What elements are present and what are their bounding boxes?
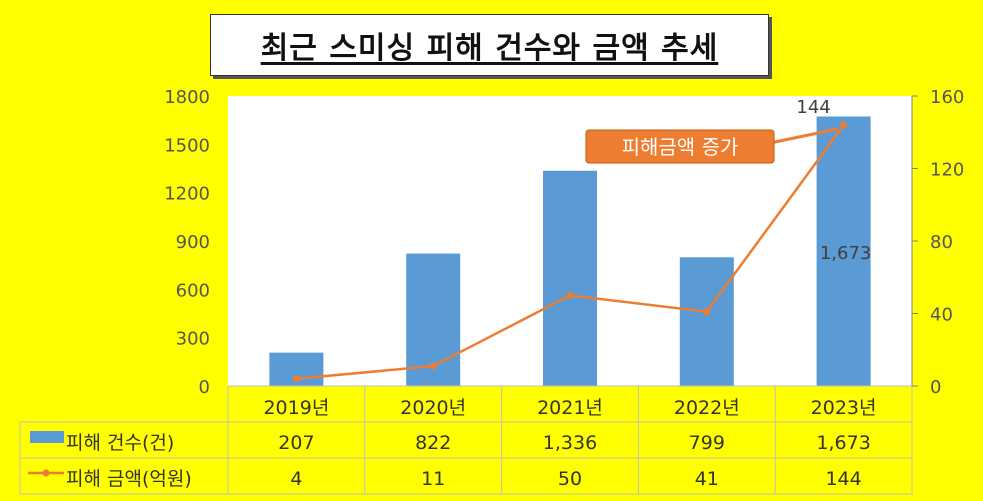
y-left-tick-label: 300 [176,329,210,350]
x-tick-label: 2019년 [263,397,329,419]
chart-title: 최근 스미싱 피해 건수와 금액 추세 [260,31,719,66]
amount-point [566,291,574,299]
bar [543,170,597,386]
table-cell-amount: 50 [558,468,582,490]
callout-text: 피해금액 증가 [622,135,739,159]
legend-key-marker [42,469,50,477]
table-cell-amount: 11 [421,468,445,490]
y-right-tick-label: 160 [930,87,964,108]
table-cell-count: 207 [278,432,314,454]
count-data-label: 1,673 [820,243,872,264]
amount-point [703,308,711,316]
chart-title-box: 최근 스미싱 피해 건수와 금액 추세 [210,14,769,76]
x-tick-label: 2023년 [811,397,877,419]
callout-box [585,129,775,164]
table-cell-count: 822 [415,432,451,454]
y-right-tick-label: 80 [930,232,953,253]
bar [816,116,871,386]
table-cell-amount: 41 [695,468,719,490]
legend-key-bar [30,431,64,443]
table-cell-count: 1,673 [816,432,870,454]
x-tick-label: 2020년 [400,397,466,419]
table-cell-amount: 144 [825,468,861,490]
y-left-tick-label: 900 [176,232,210,253]
y-right-tick-label: 40 [930,305,953,326]
table-cell-count: 1,336 [543,432,597,454]
y-right-tick-label: 0 [930,377,941,398]
y-left-tick-label: 0 [199,377,210,398]
y-left-tick-label: 1500 [164,135,210,156]
y-left-tick-label: 600 [176,280,210,301]
bar [679,257,734,386]
table-cell-amount: 4 [290,468,302,490]
legend-label-count: 피해 건수(건) [66,432,174,454]
amount-point [840,121,848,129]
y-left-tick-label: 1800 [164,87,210,108]
amount-point [292,375,300,383]
legend-label-amount: 피해 금액(억원) [66,468,192,490]
table-cell-count: 799 [689,432,725,454]
y-left-tick-label: 1200 [164,184,210,205]
callout-arrow [769,127,838,145]
y-right-tick-label: 120 [930,160,964,181]
x-tick-label: 2021년 [537,397,603,419]
amount-data-label: 144 [796,97,830,118]
amount-point [429,362,437,370]
x-tick-label: 2022년 [674,397,740,419]
